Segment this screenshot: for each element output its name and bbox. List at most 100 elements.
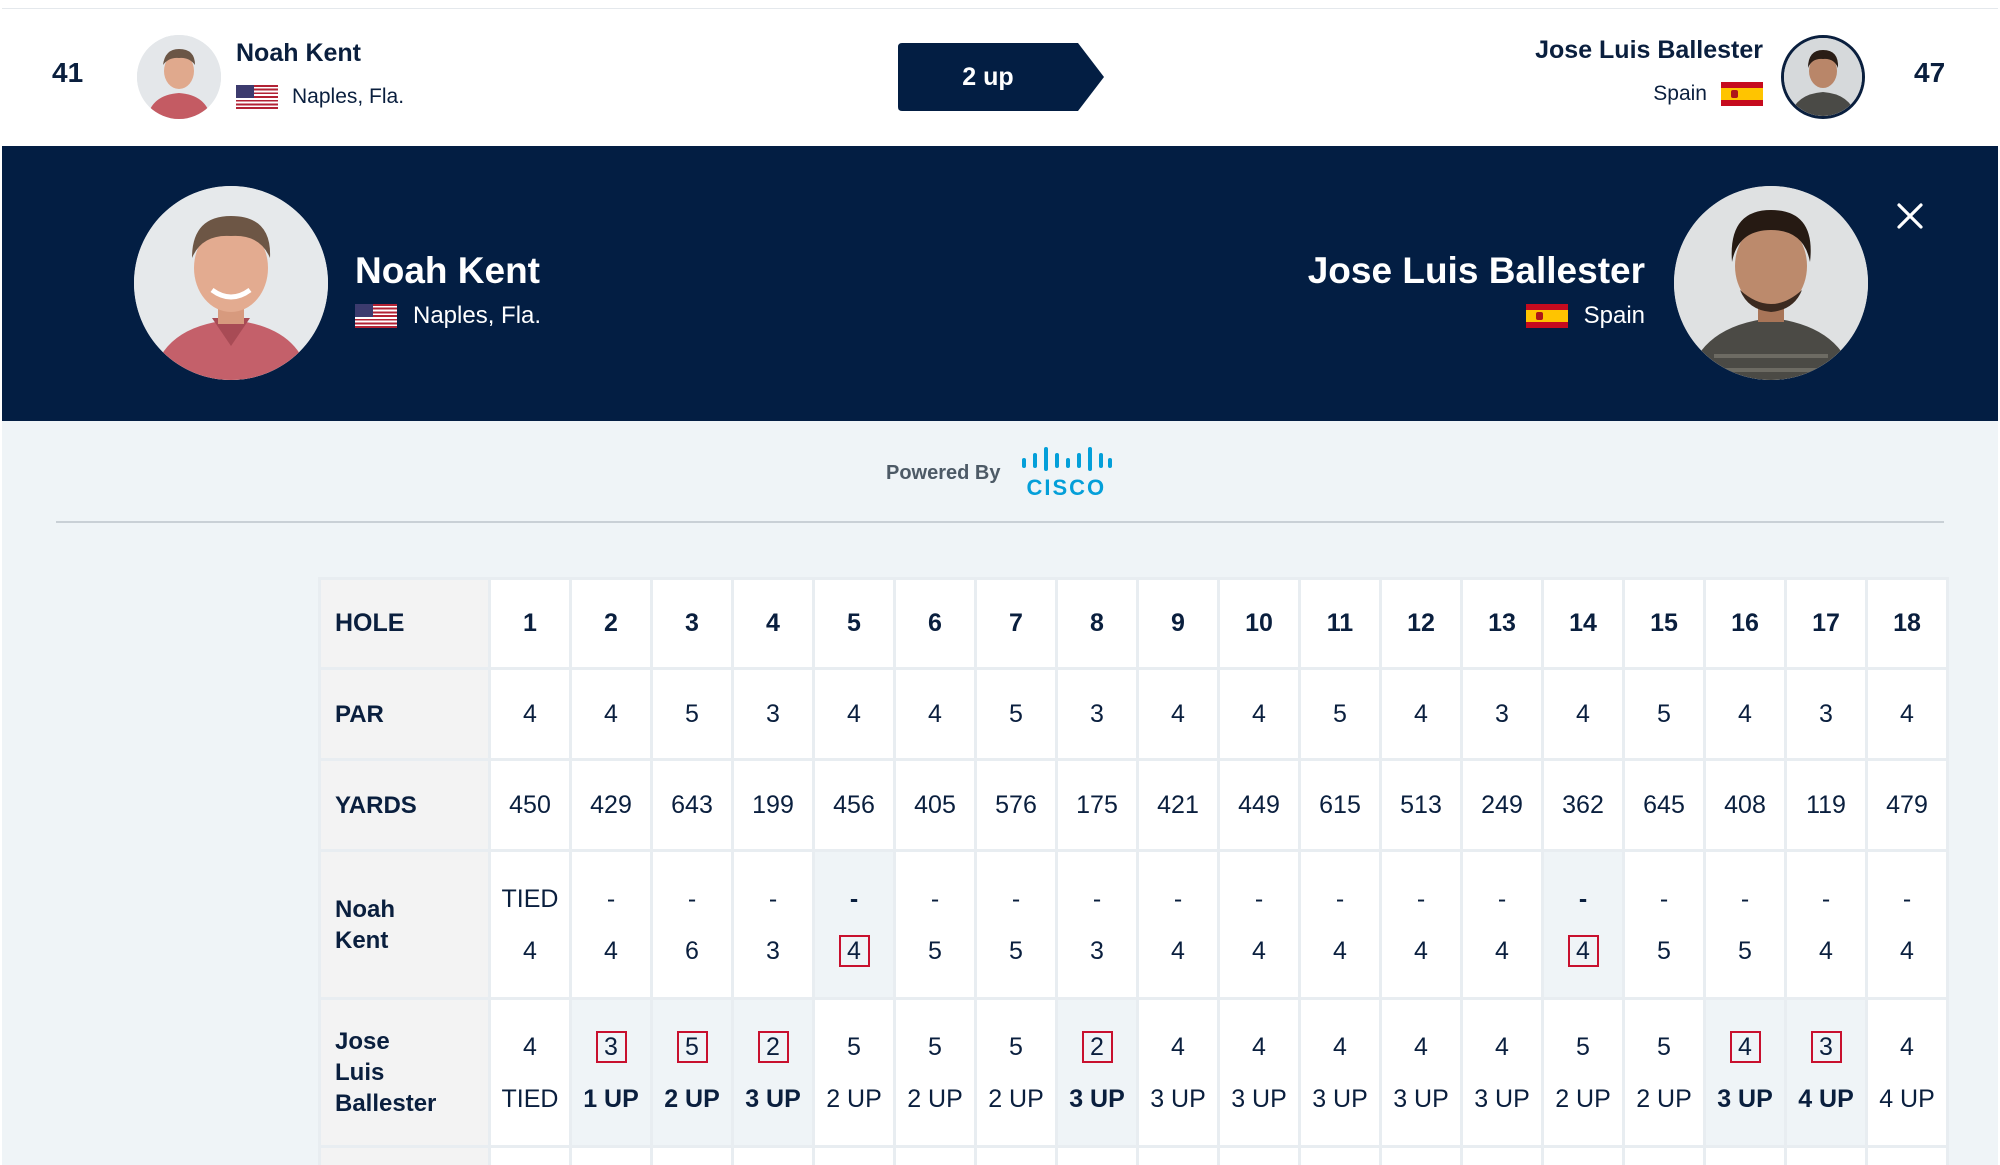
player-left-score: 4 bbox=[1900, 936, 1914, 965]
player-left-score-wrap: 4 bbox=[1171, 933, 1185, 969]
powered-by-label: Powered By bbox=[886, 461, 1001, 484]
match-status-badge: 2 up bbox=[898, 43, 1104, 111]
left-player-hero-location: Naples, Fla. bbox=[355, 302, 541, 330]
player-left-score-wrap: 3 bbox=[766, 933, 780, 969]
par-cell: 3 bbox=[1787, 670, 1865, 758]
player-right-match-status: 3 UP bbox=[745, 1084, 801, 1113]
left-player-seed: 41 bbox=[52, 57, 84, 88]
player-left-first-name: Noah bbox=[335, 895, 395, 923]
hole-number-cell: 6 bbox=[896, 580, 974, 667]
hole-number-cell: 15 bbox=[1625, 580, 1703, 667]
player-left-match-status: - bbox=[1011, 884, 1021, 913]
next-row-cell bbox=[572, 1148, 650, 1165]
player-left-match-status: - bbox=[1497, 884, 1507, 913]
sponsor-credit: Powered By CISCO bbox=[886, 447, 1113, 500]
spain-flag-icon bbox=[1721, 82, 1763, 106]
par-cell: 3 bbox=[1058, 670, 1136, 758]
player-right-hole-cell: 4 4 UP bbox=[1868, 1000, 1946, 1145]
player-right-match-status: 3 UP bbox=[1231, 1084, 1287, 1113]
player-left-match-status: - bbox=[1578, 884, 1588, 913]
player-left-score-wrap: 5 bbox=[1657, 933, 1671, 969]
player-right-score: 2 bbox=[757, 1030, 789, 1063]
player-left-match-status: - bbox=[930, 884, 940, 913]
yards-cell: 362 bbox=[1544, 761, 1622, 849]
hole-number-cell: 9 bbox=[1139, 580, 1217, 667]
player-left-score-wrap: 4 bbox=[1900, 933, 1914, 969]
cisco-logo[interactable]: CISCO bbox=[1018, 447, 1113, 500]
next-row-cell bbox=[815, 1148, 893, 1165]
cisco-bars-icon bbox=[1022, 447, 1113, 471]
player-left-hole-stack: -5 bbox=[1706, 881, 1784, 969]
par-cell: 5 bbox=[1625, 670, 1703, 758]
player-left-hole-stack: -4 bbox=[815, 881, 893, 969]
player-right-hole-cell: 4 3 UP bbox=[1220, 1000, 1298, 1145]
next-row-cell bbox=[1382, 1148, 1460, 1165]
player-left-score: 4 bbox=[1567, 934, 1599, 967]
player-left-score: 4 bbox=[1495, 936, 1509, 965]
next-row-cell bbox=[977, 1148, 1055, 1165]
next-row-cell bbox=[491, 1148, 569, 1165]
player-left-match-status: - bbox=[606, 884, 616, 913]
close-icon[interactable] bbox=[1890, 196, 1930, 236]
player-left-hole-cell: -4 bbox=[1787, 852, 1865, 997]
player-left-hole-cell: -4 bbox=[1544, 852, 1622, 997]
player-left-score: 3 bbox=[766, 936, 780, 965]
next-row-header bbox=[321, 1148, 488, 1165]
par-cell: 4 bbox=[815, 670, 893, 758]
player-right-hole-cell: 5 2 UP bbox=[1625, 1000, 1703, 1145]
par-cell: 4 bbox=[1139, 670, 1217, 758]
player-left-match-status: - bbox=[1659, 884, 1669, 913]
player-left-last-name: Kent bbox=[335, 926, 389, 954]
hole-number-cell: 4 bbox=[734, 580, 812, 667]
player-left-hole-cell: -3 bbox=[734, 852, 812, 997]
yards-cell: 408 bbox=[1706, 761, 1784, 849]
cisco-wordmark: CISCO bbox=[1026, 475, 1107, 500]
player-right-hole-cell: 4 3 UP bbox=[1301, 1000, 1379, 1145]
player-left-match-status: - bbox=[1173, 884, 1183, 913]
next-row-cell bbox=[653, 1148, 731, 1165]
left-player-location-text: Naples, Fla. bbox=[292, 85, 405, 108]
hole-number-cell: 18 bbox=[1868, 580, 1946, 667]
player-right-score-wrap: 4 bbox=[1171, 1029, 1185, 1065]
player-right-last-name: Ballester bbox=[335, 1090, 437, 1117]
player-right-score-wrap: 5 bbox=[1576, 1029, 1590, 1065]
player-right-score: 5 bbox=[847, 1032, 861, 1061]
player-right-hole-stack: 5 2 UP bbox=[815, 1029, 893, 1117]
player-right-score: 3 bbox=[1810, 1030, 1842, 1063]
next-row-cell bbox=[1706, 1148, 1784, 1165]
player-right-hole-cell: 3 1 UP bbox=[572, 1000, 650, 1145]
player-left-hole-stack: -4 bbox=[1463, 881, 1541, 969]
player-right-score-wrap: 2 bbox=[757, 1029, 789, 1065]
player-right-match-status: 4 UP bbox=[1798, 1084, 1854, 1113]
player-left-row-header: Noah Kent bbox=[321, 852, 488, 997]
hole-number-cell: 7 bbox=[977, 580, 1055, 667]
player-right-score-wrap: 3 bbox=[595, 1029, 627, 1065]
player-left-hole-stack: -3 bbox=[1058, 881, 1136, 969]
player-left-match-status: - bbox=[1254, 884, 1264, 913]
player-left-score-wrap: 5 bbox=[1738, 933, 1752, 969]
player-right-score: 4 bbox=[1171, 1032, 1185, 1061]
next-row-cell bbox=[1058, 1148, 1136, 1165]
right-player-location: Spain bbox=[1653, 82, 1763, 106]
scorecard-panel: Powered By CISCO bbox=[2, 421, 1998, 1165]
player-left-hole-stack: -4 bbox=[1787, 881, 1865, 969]
player-left-score-wrap: 4 bbox=[838, 933, 870, 969]
hole-header: HOLE bbox=[321, 580, 488, 667]
right-player-hero-avatar bbox=[1674, 186, 1868, 380]
match-summary-bar[interactable]: 41 Noah Kent Naples, Fla. 2 up Jose Luis… bbox=[2, 8, 1998, 146]
next-row-partial bbox=[321, 1148, 1946, 1165]
player-left-match-status: - bbox=[1740, 884, 1750, 913]
player-right-score: 4 bbox=[523, 1032, 537, 1061]
player-right-match-status: 2 UP bbox=[907, 1084, 963, 1113]
yards-cell: 449 bbox=[1220, 761, 1298, 849]
yards-cell: 479 bbox=[1868, 761, 1946, 849]
par-cell: 5 bbox=[1301, 670, 1379, 758]
player-left-score-wrap: 5 bbox=[1009, 933, 1023, 969]
player-right-score-wrap: 5 bbox=[1657, 1029, 1671, 1065]
player-left-score: 4 bbox=[523, 936, 537, 965]
player-left-match-status: - bbox=[687, 884, 697, 913]
player-right-score-wrap: 4 bbox=[1252, 1029, 1266, 1065]
yards-row: YARDS 450 429 643 199 456 405 576 175 421 449 615 5… bbox=[321, 761, 1946, 849]
next-row-cell bbox=[1301, 1148, 1379, 1165]
